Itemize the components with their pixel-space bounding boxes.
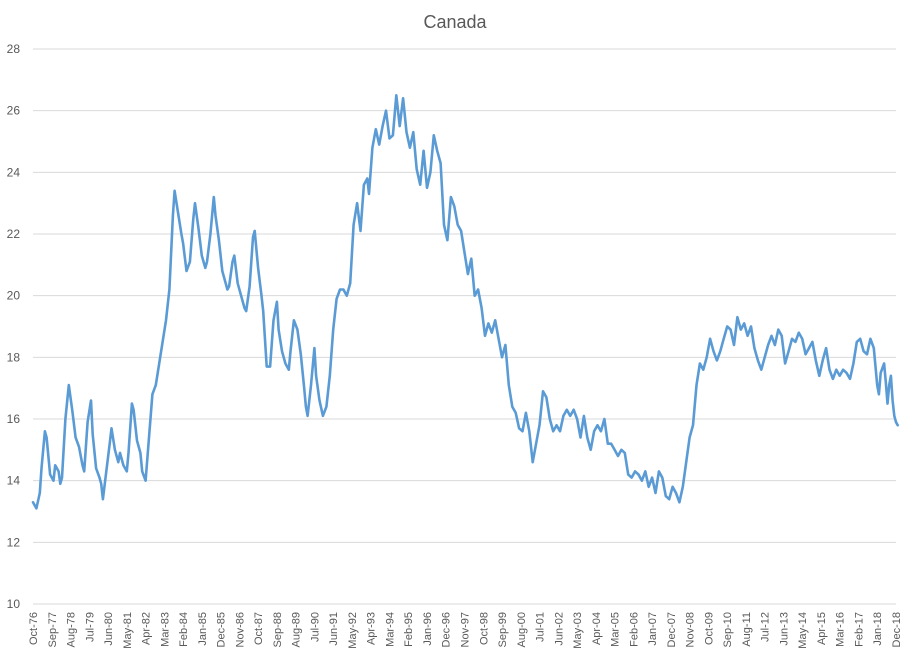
x-tick-label: Aug-11 <box>741 612 753 647</box>
x-tick-label: Nov-08 <box>685 612 697 647</box>
x-tick-label: Feb-17 <box>853 612 865 647</box>
x-tick-label: Jan-85 <box>197 612 209 646</box>
x-tick-label: Apr-93 <box>366 612 378 645</box>
x-axis: Oct-76 Sep-77 Aug-78 Jul-79 Jun-80 May-81 Apr-… <box>28 612 903 649</box>
x-tick-label: Dec-18 <box>891 612 903 647</box>
x-tick-label: Jan-96 <box>422 612 434 646</box>
x-tick-label: Aug-00 <box>516 612 528 647</box>
x-tick-label: Sep-77 <box>47 612 59 647</box>
x-tick-label: Jun-13 <box>778 612 790 646</box>
x-tick-label: Dec-07 <box>666 612 678 647</box>
x-tick-label: Mar-94 <box>384 612 396 647</box>
x-tick-label: Jul-01 <box>535 612 547 642</box>
x-tick-label: Feb-95 <box>403 612 415 647</box>
x-tick-label: Feb-06 <box>628 612 640 647</box>
x-tick-label: Jan-18 <box>872 612 884 646</box>
chart-title: Canada <box>423 12 487 32</box>
x-tick-label: Sep-88 <box>272 612 284 647</box>
x-tick-label: Jan-07 <box>647 612 659 646</box>
x-tick-label: Jul-79 <box>84 612 96 642</box>
x-tick-label: May-14 <box>797 612 809 649</box>
x-tick-label: Aug-78 <box>66 612 78 647</box>
x-tick-label: Dec-85 <box>216 612 228 647</box>
x-tick-label: May-81 <box>122 612 134 649</box>
x-tick-label: Nov-86 <box>234 612 246 647</box>
series-line <box>31 94 899 510</box>
y-tick-label: 16 <box>7 412 21 426</box>
x-tick-label: Jun-80 <box>103 612 115 646</box>
y-tick-label: 18 <box>7 350 21 364</box>
x-tick-label: Oct-87 <box>253 612 265 645</box>
x-tick-label: Oct-76 <box>28 612 40 645</box>
x-tick-label: Feb-84 <box>178 612 190 647</box>
x-tick-label: Jul-12 <box>760 612 772 642</box>
x-tick-label: Apr-04 <box>591 612 603 645</box>
x-tick-label: Mar-83 <box>159 612 171 647</box>
y-tick-label: 12 <box>7 535 21 549</box>
series-layer <box>31 94 899 510</box>
y-tick-label: 20 <box>7 289 21 303</box>
y-tick-label: 14 <box>7 474 21 488</box>
x-tick-label: Jul-90 <box>309 612 321 642</box>
y-axis: 10 12 14 16 18 20 22 24 26 28 <box>7 42 21 611</box>
x-tick-label: Oct-98 <box>478 612 490 645</box>
y-tick-label: 26 <box>7 104 21 118</box>
y-tick-label: 10 <box>7 597 21 611</box>
x-tick-label: May-03 <box>572 612 584 649</box>
y-tick-label: 22 <box>7 227 21 241</box>
x-tick-label: Sep-99 <box>497 612 509 647</box>
gridlines <box>33 48 896 605</box>
x-tick-label: Jun-91 <box>328 612 340 646</box>
x-tick-label: Mar-16 <box>835 612 847 647</box>
x-tick-label: Nov-97 <box>460 612 472 647</box>
y-tick-label: 28 <box>7 42 21 56</box>
x-tick-label: Jun-02 <box>553 612 565 646</box>
x-tick-label: Apr-82 <box>141 612 153 645</box>
x-tick-label: Dec-96 <box>441 612 453 647</box>
x-tick-label: Sep-10 <box>722 612 734 647</box>
x-tick-label: Apr-15 <box>816 612 828 645</box>
x-tick-label: May-92 <box>347 612 359 649</box>
y-tick-label: 24 <box>7 165 21 179</box>
x-tick-label: Mar-05 <box>610 612 622 647</box>
x-tick-label: Aug-89 <box>291 612 303 647</box>
x-tick-label: Oct-09 <box>703 612 715 645</box>
